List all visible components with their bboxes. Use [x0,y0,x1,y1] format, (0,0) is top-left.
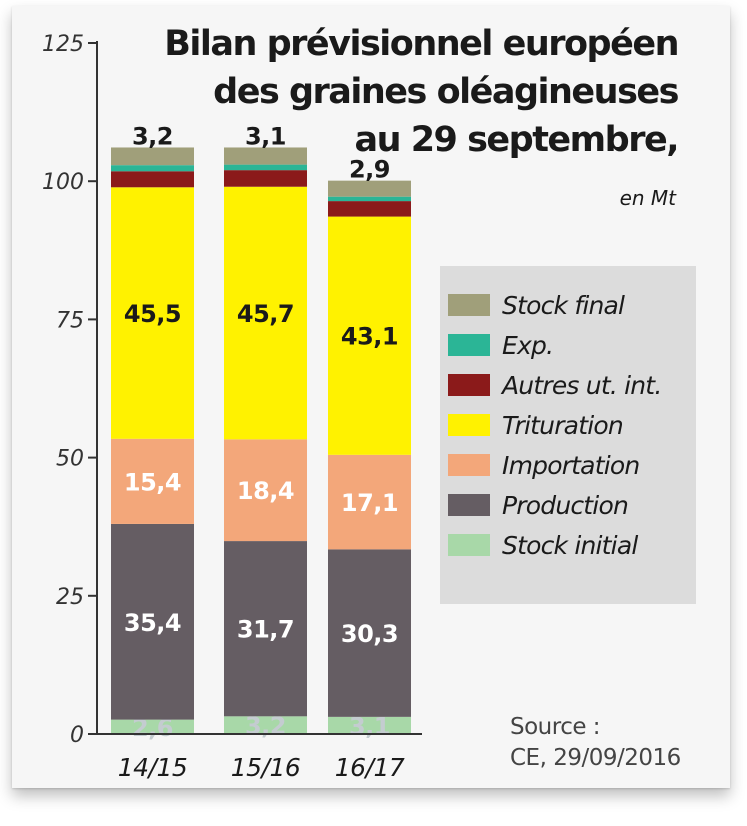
data-label: 31,7 [237,616,294,644]
bar-segment [111,187,194,439]
bar-segment [328,180,411,197]
x-category-label: 14/15 [118,753,188,782]
data-label: 17,1 [341,489,398,517]
legend-swatch [448,374,490,396]
legend-item: Trituration [448,408,624,442]
legend-label: Importation [502,450,640,480]
bar-segment [328,716,411,734]
chart-title-line-2: des graines oléagineuses [213,72,679,112]
data-label: 45,5 [124,300,181,328]
legend-item: Exp. [448,328,554,362]
data-label: 3,2 [245,712,286,740]
bar-segment [328,201,411,217]
chart-title-line-3: au 29 septembre, [354,120,679,160]
bar-segment [111,171,194,188]
bar-segment [111,147,194,166]
unit-label: en Mt [619,186,676,210]
legend-swatch [448,334,490,356]
data-label: 3,2 [132,122,173,150]
legend-swatch [448,494,490,516]
legend: Stock final Exp. Autres ut. int. Trituratio… [440,266,696,604]
bar-segment [224,170,307,187]
y-tick-label: 25 [56,585,84,610]
data-label: 43,1 [341,323,398,351]
legend-label: Stock final [502,290,625,320]
legend-label: Stock initial [502,530,638,560]
data-label: 3,1 [245,122,286,150]
y-tick-label: 100 [42,170,84,195]
legend-swatch [448,294,490,316]
data-label: 3,1 [349,712,390,740]
bar-segment [328,549,411,717]
legend-swatch [448,534,490,556]
stacked-bar-chart: 02550751001252,635,415,445,53,214/153,23… [42,32,422,782]
data-label: 15,4 [124,468,181,496]
legend-swatch [448,454,490,476]
source-line-1: Source : [510,714,601,740]
legend-item: Stock initial [448,528,638,562]
legend-label: Exp. [502,330,554,360]
bar-segment [328,454,411,550]
x-category-label: 15/16 [231,753,301,782]
y-tick-label: 75 [56,308,84,333]
x-category-label: 16/17 [335,753,405,782]
y-tick-label: 50 [56,447,84,472]
bar-segment [111,165,194,172]
legend-swatch [448,414,490,436]
bar-segment [111,719,194,734]
legend-label: Autres ut. int. [502,370,662,400]
bar-segment [328,216,411,455]
bar-segment [224,439,307,542]
y-tick-label: 0 [70,723,84,748]
legend-label: Trituration [502,410,624,440]
y-tick-label: 125 [42,32,84,57]
bar-segment [111,523,194,720]
chart-title-line-1: Bilan prévisionnel européen [164,24,679,64]
bar-segment [224,147,307,165]
source-note: Source : CE, 29/09/2016 [510,712,681,774]
data-label: 30,3 [341,620,398,648]
bar-segment [224,164,307,171]
data-label: 35,4 [124,609,181,637]
bar-segment [224,186,307,440]
source-line-2: CE, 29/09/2016 [510,745,681,771]
data-label: 2,9 [349,156,390,184]
bar-segment [224,716,307,734]
legend-item: Importation [448,448,640,482]
data-label: 45,7 [237,300,294,328]
bar-segment [224,541,307,717]
data-label: 18,4 [237,477,294,505]
bar-segment [328,196,411,202]
legend-item: Stock final [448,288,625,322]
bar-segment [111,438,194,524]
chart-card: 0 25 50 75 100 125 2,6 35,4 15,4 45,5 3,2 14/15 3,2 3… [12,6,730,788]
legend-item: Production [448,488,629,522]
legend-label: Production [502,490,629,520]
legend-item: Autres ut. int. [448,368,662,402]
